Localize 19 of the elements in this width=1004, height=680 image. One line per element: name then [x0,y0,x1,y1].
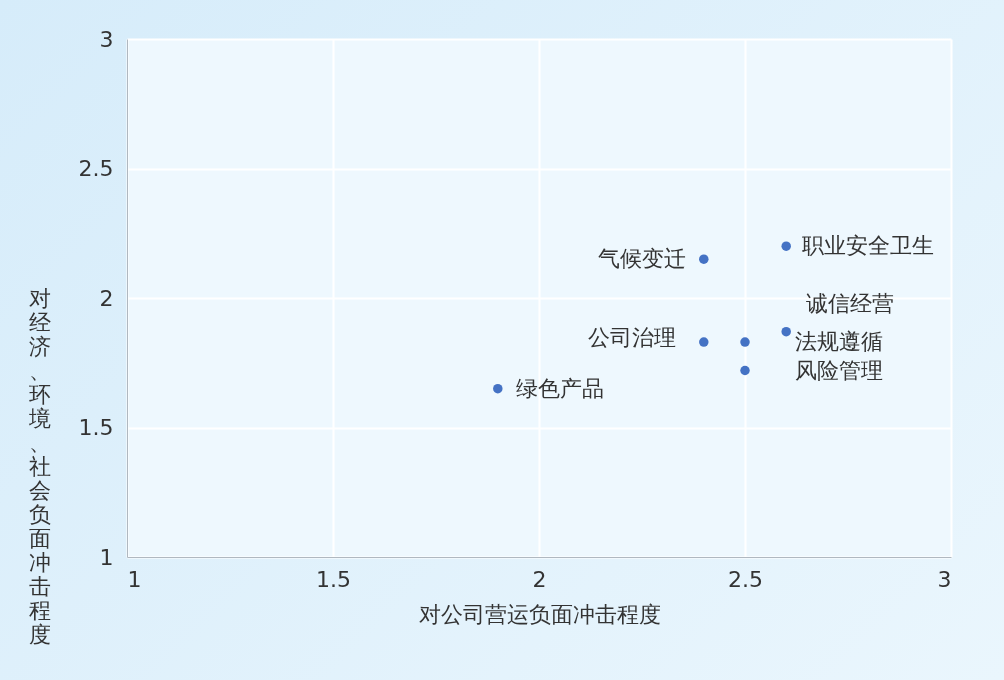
annotation: 法规遵循 [795,329,883,355]
y-tick-label: 1.5 [78,415,114,440]
x-tick-label: 1 [127,566,142,592]
annotation: 诚信经营 [806,290,895,316]
x-tick-label: 3 [937,566,952,592]
y-tick-label: 2 [99,285,114,311]
y-tick-label: 1 [99,544,114,570]
annotation: 绿色产品 [515,375,604,401]
annotation: 公司治理 [587,325,676,351]
x-tick-label: 2.5 [728,566,763,592]
x-axis-title: 对公司营运负面冲击程度 [418,601,661,627]
annotation: 风险管理 [795,357,883,383]
y-tick-label: 2.5 [78,156,114,181]
text: 对经济、环境、社会负面冲击程度 [28,285,51,647]
x-tick-label: 2 [532,566,547,592]
annotation: 气候变迁 [597,246,686,272]
annotation: 职业安全卫生 [802,233,935,259]
y-tick-label: 3 [99,26,114,52]
x-tick-label: 1.5 [316,566,351,592]
